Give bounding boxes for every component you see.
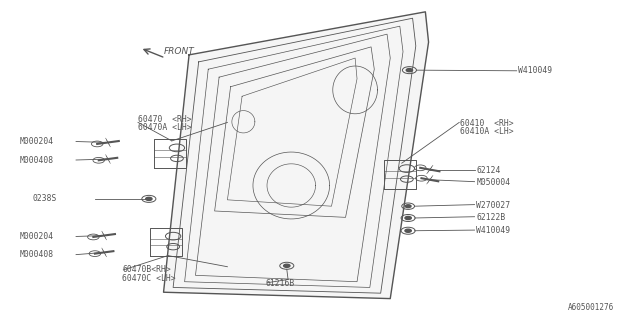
Text: W410049: W410049 (476, 226, 511, 235)
Text: 60470C <LH>: 60470C <LH> (122, 274, 175, 283)
Text: M050004: M050004 (476, 178, 511, 187)
Text: 60470A <LH>: 60470A <LH> (138, 123, 191, 132)
Text: 62122B: 62122B (476, 213, 506, 222)
Circle shape (284, 264, 290, 267)
Text: A605001276: A605001276 (568, 303, 614, 312)
Text: W410049: W410049 (518, 66, 552, 75)
Circle shape (146, 197, 152, 200)
Circle shape (405, 229, 412, 232)
Text: 60470B<RH>: 60470B<RH> (122, 265, 171, 275)
Text: 0238S: 0238S (33, 194, 57, 204)
Text: M000204: M000204 (20, 137, 54, 146)
Circle shape (406, 68, 413, 72)
Text: 61216B: 61216B (266, 279, 295, 288)
Text: M000408: M000408 (20, 156, 54, 164)
Text: M000408: M000408 (20, 251, 54, 260)
Text: M000204: M000204 (20, 232, 54, 241)
Text: 60470  <RH>: 60470 <RH> (138, 115, 191, 124)
Circle shape (405, 205, 411, 208)
Text: FRONT: FRONT (164, 47, 195, 56)
Circle shape (405, 216, 412, 220)
Text: W270027: W270027 (476, 201, 511, 210)
Text: 60410A <LH>: 60410A <LH> (461, 127, 514, 136)
Polygon shape (164, 12, 429, 299)
Text: 62124: 62124 (476, 166, 501, 175)
Text: 60410  <RH>: 60410 <RH> (461, 119, 514, 128)
